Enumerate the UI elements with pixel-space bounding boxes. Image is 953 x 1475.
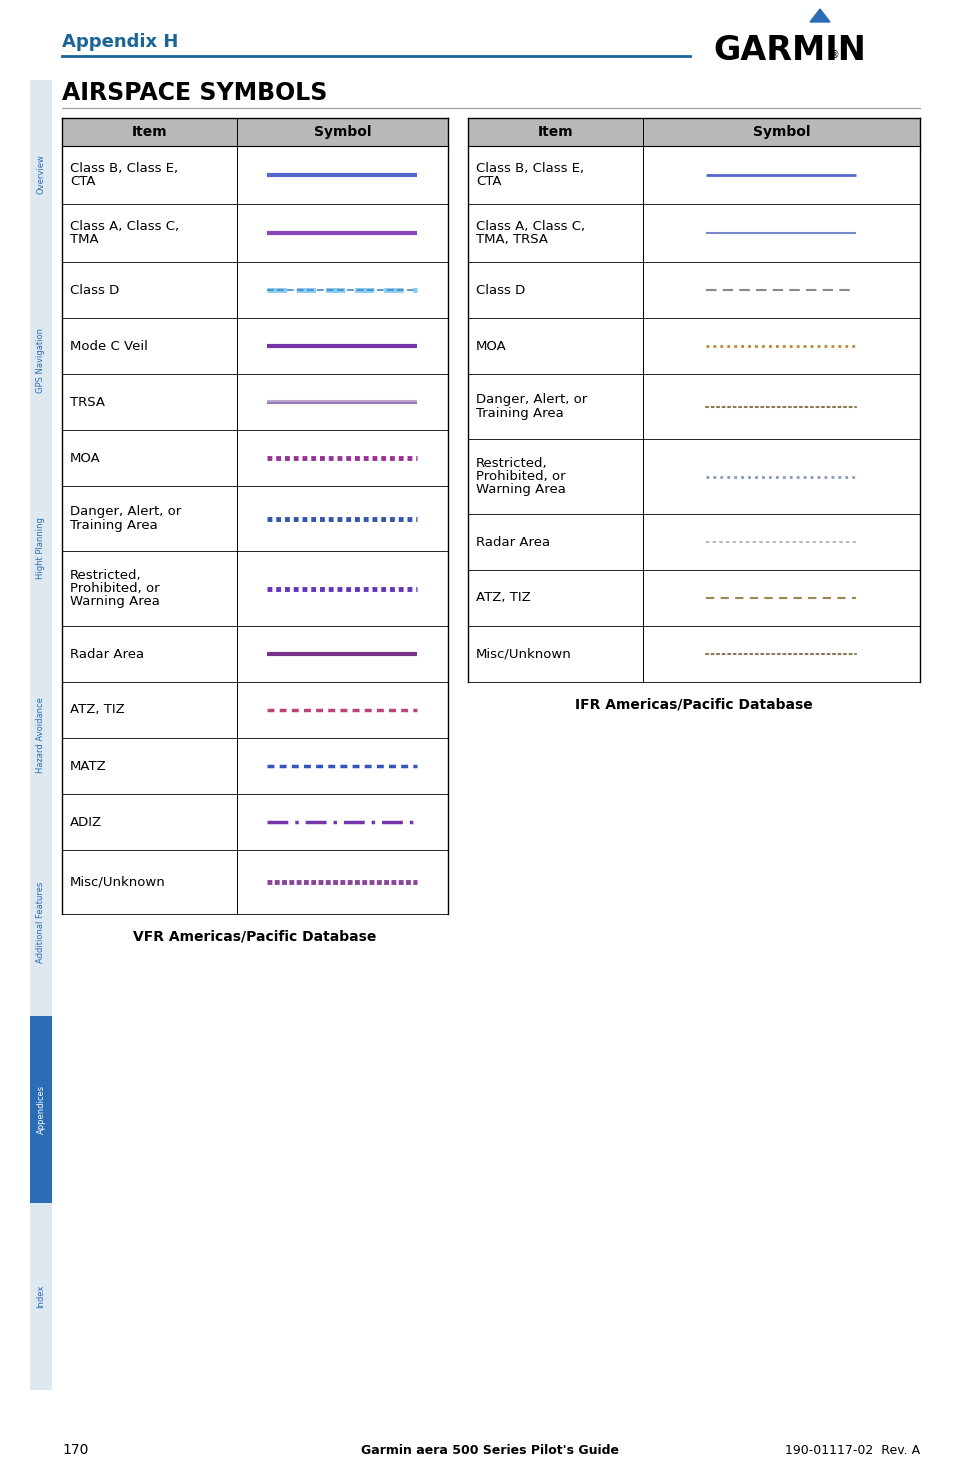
Text: 190-01117-02  Rev. A: 190-01117-02 Rev. A	[784, 1444, 919, 1456]
Text: IFR Americas/Pacific Database: IFR Americas/Pacific Database	[575, 698, 812, 711]
Text: MATZ: MATZ	[70, 760, 107, 773]
Polygon shape	[809, 9, 829, 22]
Bar	[30, 267, 52, 454]
Bar	[468, 319, 919, 375]
Text: GPS Navigation: GPS Navigation	[36, 329, 46, 394]
Text: Warning Area: Warning Area	[476, 482, 565, 496]
Text: Symbol: Symbol	[752, 125, 809, 139]
Text: MOA: MOA	[476, 339, 506, 353]
Text: ADIZ: ADIZ	[70, 816, 102, 829]
Text: Index: Index	[36, 1285, 46, 1308]
Text: Restricted,: Restricted,	[476, 457, 547, 471]
Text: Additional Features: Additional Features	[36, 882, 46, 963]
Text: Warning Area: Warning Area	[70, 594, 160, 608]
Text: TMA, TRSA: TMA, TRSA	[476, 233, 547, 246]
Bar	[468, 375, 919, 440]
Text: Appendices: Appendices	[36, 1084, 46, 1134]
Text: Training Area: Training Area	[476, 407, 563, 419]
Bar	[30, 829, 52, 1016]
Bar	[30, 1016, 52, 1202]
Text: Hazard Avoidance: Hazard Avoidance	[36, 698, 46, 773]
Bar	[468, 513, 919, 569]
Bar	[468, 118, 919, 146]
Bar	[468, 440, 919, 513]
Bar	[62, 850, 448, 914]
Text: Prohibited, or: Prohibited, or	[476, 471, 565, 482]
Text: Class D: Class D	[476, 283, 525, 296]
Bar	[30, 1202, 52, 1389]
Text: Radar Area: Radar Area	[70, 648, 144, 661]
Bar	[62, 431, 448, 485]
Text: Item: Item	[537, 125, 573, 139]
Bar	[62, 485, 448, 552]
Bar	[62, 375, 448, 431]
Bar	[468, 569, 919, 625]
Bar	[30, 80, 52, 267]
Bar	[468, 146, 919, 204]
Text: TRSA: TRSA	[70, 395, 105, 409]
Text: Prohibited, or: Prohibited, or	[70, 583, 159, 594]
Bar	[62, 552, 448, 625]
Text: CTA: CTA	[70, 176, 95, 187]
Bar	[468, 625, 919, 681]
Text: AIRSPACE SYMBOLS: AIRSPACE SYMBOLS	[62, 81, 327, 105]
Bar	[62, 263, 448, 319]
Bar	[62, 146, 448, 204]
Text: Appendix H: Appendix H	[62, 32, 178, 52]
Text: VFR Americas/Pacific Database: VFR Americas/Pacific Database	[133, 929, 376, 943]
Text: Item: Item	[132, 125, 167, 139]
Text: ATZ, TIZ: ATZ, TIZ	[70, 704, 125, 717]
Text: Class D: Class D	[70, 283, 119, 296]
Text: Garmin aera 500 Series Pilot's Guide: Garmin aera 500 Series Pilot's Guide	[360, 1444, 618, 1456]
Bar	[62, 625, 448, 681]
Text: Hight Planning: Hight Planning	[36, 516, 46, 578]
Text: ®: ®	[829, 50, 839, 60]
Text: ATZ, TIZ: ATZ, TIZ	[476, 591, 530, 605]
Text: Misc/Unknown: Misc/Unknown	[476, 648, 571, 661]
Text: Class A, Class C,: Class A, Class C,	[70, 220, 179, 233]
Text: Class A, Class C,: Class A, Class C,	[476, 220, 584, 233]
Bar	[62, 319, 448, 375]
Bar	[62, 794, 448, 850]
Bar	[30, 642, 52, 829]
Text: Danger, Alert, or: Danger, Alert, or	[70, 506, 181, 519]
Bar	[468, 263, 919, 319]
Bar	[62, 118, 448, 146]
Text: CTA: CTA	[476, 176, 501, 187]
Bar	[30, 454, 52, 642]
Text: MOA: MOA	[70, 451, 101, 465]
Text: Symbol: Symbol	[314, 125, 371, 139]
Text: Training Area: Training Area	[70, 519, 157, 531]
Bar	[62, 204, 448, 263]
Text: GARMIN: GARMIN	[713, 34, 865, 66]
Bar	[468, 204, 919, 263]
Text: Class B, Class E,: Class B, Class E,	[70, 162, 178, 176]
Text: Mode C Veil: Mode C Veil	[70, 339, 148, 353]
Bar	[62, 738, 448, 794]
Text: TMA: TMA	[70, 233, 98, 246]
Text: Class B, Class E,: Class B, Class E,	[476, 162, 583, 176]
Text: Danger, Alert, or: Danger, Alert, or	[476, 394, 587, 407]
Text: 170: 170	[62, 1443, 89, 1457]
Text: Radar Area: Radar Area	[476, 535, 550, 549]
Text: Misc/Unknown: Misc/Unknown	[70, 876, 166, 888]
Bar	[62, 681, 448, 738]
Text: Overview: Overview	[36, 153, 46, 193]
Text: Restricted,: Restricted,	[70, 569, 141, 583]
